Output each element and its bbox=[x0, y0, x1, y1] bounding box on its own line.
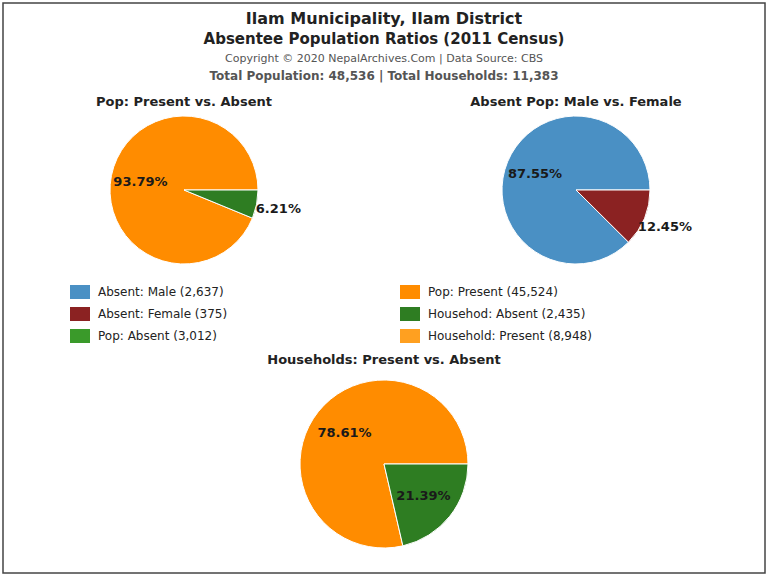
legend-label: Household: Present (8,948) bbox=[428, 329, 592, 343]
pie-slice bbox=[502, 116, 650, 264]
data-label: 6.21% bbox=[256, 201, 301, 216]
data-label: 87.55% bbox=[508, 166, 562, 181]
data-label: 78.61% bbox=[317, 425, 371, 440]
legend-label: Absent: Male (2,637) bbox=[98, 285, 224, 299]
pie: Absent Pop: Male vs. Female 87.55% 12.45% bbox=[470, 94, 692, 264]
subtitle: Absentee Population Ratios (2011 Census) bbox=[204, 30, 565, 48]
legend-swatch bbox=[400, 285, 420, 299]
data-label: 21.39% bbox=[396, 488, 450, 503]
data-label: 12.45% bbox=[638, 219, 692, 234]
legend-swatch bbox=[400, 329, 420, 343]
pie-slice bbox=[184, 190, 258, 218]
border bbox=[3, 3, 765, 573]
pie: Pop: Present vs. Absent 93.79% 6.21% bbox=[96, 94, 301, 264]
pie-title: Households: Present vs. Absent bbox=[267, 352, 500, 367]
pie-title: Pop: Present vs. Absent bbox=[96, 94, 272, 109]
pie: Households: Present vs. Absent 78.61% 21.3… bbox=[267, 352, 500, 548]
legend-label: Pop: Present (45,524) bbox=[428, 285, 558, 299]
legend-swatch bbox=[70, 285, 90, 299]
pie-slice bbox=[384, 464, 468, 546]
title: Ilam Municipality, Ilam District bbox=[246, 9, 523, 28]
annotation: Copyright © 2020 NepalArchives.Com | Dat… bbox=[225, 52, 543, 65]
pie-slice bbox=[300, 380, 468, 548]
legend-swatch bbox=[400, 307, 420, 321]
legend-swatch bbox=[70, 307, 90, 321]
pie-title: Absent Pop: Male vs. Female bbox=[470, 94, 682, 109]
legend: Absent: Male (2,637) Absent: Female (375)… bbox=[70, 285, 592, 343]
pie-slice bbox=[576, 190, 650, 242]
data-label: 93.79% bbox=[113, 174, 167, 189]
chart: Ilam Municipality, Ilam District Absentee… bbox=[0, 0, 768, 576]
annotation: Total Population: 48,536 | Total Househo… bbox=[210, 69, 559, 83]
legend-label: Househod: Absent (2,435) bbox=[428, 307, 585, 321]
legend-label: Absent: Female (375) bbox=[98, 307, 227, 321]
pie-slice bbox=[110, 116, 258, 264]
legend-label: Pop: Absent (3,012) bbox=[98, 329, 217, 343]
legend-swatch bbox=[70, 329, 90, 343]
